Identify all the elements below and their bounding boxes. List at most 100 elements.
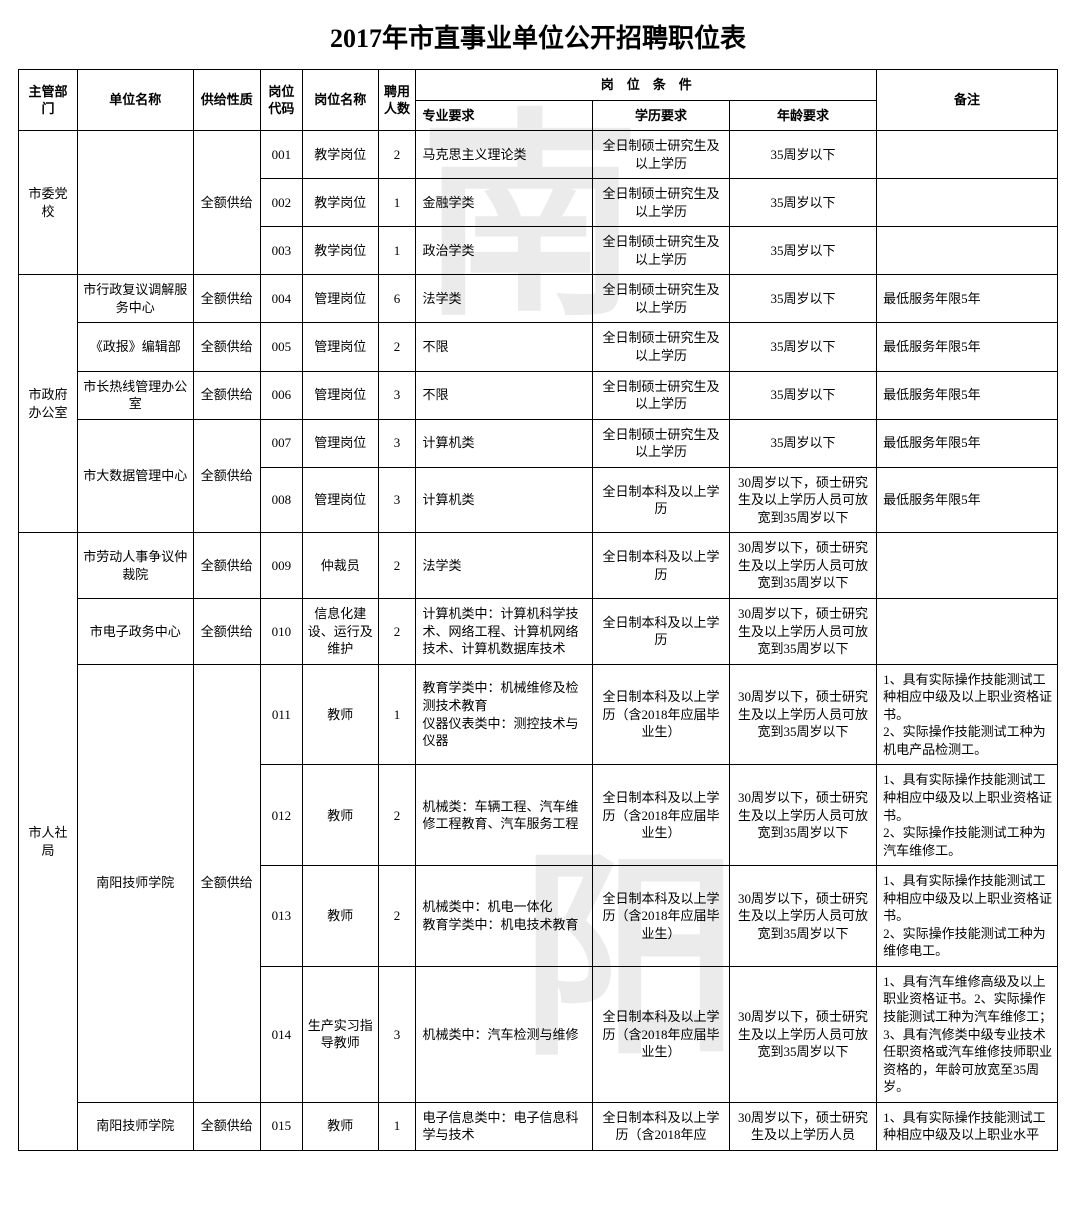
table-cell: 全日制硕士研究生及以上学历	[593, 371, 730, 419]
table-cell: 30周岁以下，硕士研究生及以上学历人员可放宽到35周岁以下	[729, 966, 876, 1102]
table-cell: 市大数据管理中心	[77, 419, 193, 533]
table-row: 《政报》编辑部全额供给005管理岗位2不限全日制硕士研究生及以上学历35周岁以下…	[19, 323, 1058, 371]
table-row: 市电子政务中心全额供给010信息化建设、运行及维护2计算机类中：计算机科学技术、…	[19, 599, 1058, 665]
header-count: 聘用人数	[378, 70, 416, 131]
table-cell: 35周岁以下	[729, 227, 876, 275]
table-cell	[877, 227, 1058, 275]
table-cell: 006	[260, 371, 302, 419]
table-cell: 全日制本科及以上学历	[593, 467, 730, 533]
table-row: 南阳技师学院全额供给011教师1教育学类中：机械维修及检测技术教育 仪器仪表类中…	[19, 664, 1058, 765]
table-cell: 市电子政务中心	[77, 599, 193, 665]
table-cell: 电子信息类中：电子信息科学与技术	[416, 1102, 593, 1150]
table-cell: 仲裁员	[302, 533, 378, 599]
table-cell: 2	[378, 533, 416, 599]
table-cell: 6	[378, 275, 416, 323]
header-supply: 供给性质	[193, 70, 260, 131]
table-cell: 全额供给	[193, 599, 260, 665]
table-cell: 全日制本科及以上学历	[593, 599, 730, 665]
table-cell: 全日制硕士研究生及以上学历	[593, 275, 730, 323]
table-cell: 法学类	[416, 533, 593, 599]
table-cell: 004	[260, 275, 302, 323]
table-cell: 3	[378, 467, 416, 533]
table-cell: 市委党校	[19, 131, 78, 275]
table-cell: 1、具有汽车维修高级及以上职业资格证书。2、实际操作技能测试工种为汽车维修工；3…	[877, 966, 1058, 1102]
table-cell: 30周岁以下，硕士研究生及以上学历人员可放宽到35周岁以下	[729, 467, 876, 533]
table-cell: 30周岁以下，硕士研究生及以上学历人员可放宽到35周岁以下	[729, 765, 876, 866]
header-remark: 备注	[877, 70, 1058, 131]
table-row: 市政府办公室市行政复议调解服务中心全额供给004管理岗位6法学类全日制硕士研究生…	[19, 275, 1058, 323]
table-cell: 3	[378, 966, 416, 1102]
table-cell: 2	[378, 323, 416, 371]
table-cell: 《政报》编辑部	[77, 323, 193, 371]
table-cell: 全日制硕士研究生及以上学历	[593, 131, 730, 179]
table-cell: 2	[378, 866, 416, 967]
table-cell	[877, 131, 1058, 179]
table-row: 市大数据管理中心全额供给007管理岗位3计算机类全日制硕士研究生及以上学历35周…	[19, 419, 1058, 467]
table-cell: 全日制本科及以上学历（含2018年应届毕业生）	[593, 866, 730, 967]
table-cell: 管理岗位	[302, 275, 378, 323]
table-cell: 教师	[302, 765, 378, 866]
table-cell: 002	[260, 179, 302, 227]
table-cell: 全日制硕士研究生及以上学历	[593, 227, 730, 275]
table-cell: 市政府办公室	[19, 275, 78, 533]
table-cell: 南阳技师学院	[77, 1102, 193, 1150]
table-cell: 1	[378, 227, 416, 275]
table-cell: 30周岁以下，硕士研究生及以上学历人员可放宽到35周岁以下	[729, 599, 876, 665]
recruitment-table: 主管部门 单位名称 供给性质 岗位代码 岗位名称 聘用人数 岗 位 条 件 备注…	[18, 69, 1058, 1151]
table-cell: 最低服务年限5年	[877, 323, 1058, 371]
table-cell: 30周岁以下，硕士研究生及以上学历人员可放宽到35周岁以下	[729, 664, 876, 765]
table-cell: 全额供给	[193, 533, 260, 599]
table-cell: 005	[260, 323, 302, 371]
table-row: 市人社局市劳动人事争议仲裁院全额供给009仲裁员2法学类全日制本科及以上学历30…	[19, 533, 1058, 599]
table-cell: 2	[378, 131, 416, 179]
table-cell: 政治学类	[416, 227, 593, 275]
page-title: 2017年市直事业单位公开招聘职位表	[0, 0, 1076, 69]
table-cell: 马克思主义理论类	[416, 131, 593, 179]
table-cell: 教学岗位	[302, 227, 378, 275]
table-cell: 最低服务年限5年	[877, 275, 1058, 323]
header-major: 专业要求	[416, 100, 593, 131]
table-cell: 全日制本科及以上学历（含2018年应届毕业生）	[593, 765, 730, 866]
table-cell: 008	[260, 467, 302, 533]
header-conditions: 岗 位 条 件	[416, 70, 877, 101]
table-cell: 015	[260, 1102, 302, 1150]
table-cell: 不限	[416, 371, 593, 419]
table-cell: 35周岁以下	[729, 371, 876, 419]
table-cell: 管理岗位	[302, 371, 378, 419]
table-cell: 3	[378, 419, 416, 467]
table-cell: 010	[260, 599, 302, 665]
header-age: 年龄要求	[729, 100, 876, 131]
table-cell: 不限	[416, 323, 593, 371]
table-cell: 全日制本科及以上学历（含2018年应	[593, 1102, 730, 1150]
table-row: 市长热线管理办公室全额供给006管理岗位3不限全日制硕士研究生及以上学历35周岁…	[19, 371, 1058, 419]
table-cell: 2	[378, 599, 416, 665]
table-cell: 市行政复议调解服务中心	[77, 275, 193, 323]
table-cell: 014	[260, 966, 302, 1102]
table-cell: 市长热线管理办公室	[77, 371, 193, 419]
table-cell: 007	[260, 419, 302, 467]
table-cell: 教学岗位	[302, 179, 378, 227]
table-cell: 全日制本科及以上学历（含2018年应届毕业生）	[593, 664, 730, 765]
table-cell: 全额供给	[193, 371, 260, 419]
table-cell: 全日制本科及以上学历（含2018年应届毕业生）	[593, 966, 730, 1102]
table-cell: 3	[378, 371, 416, 419]
table-cell	[877, 179, 1058, 227]
table-cell: 全额供给	[193, 275, 260, 323]
table-cell: 013	[260, 866, 302, 967]
table-cell: 全额供给	[193, 1102, 260, 1150]
table-cell: 管理岗位	[302, 323, 378, 371]
table-cell: 30周岁以下，硕士研究生及以上学历人员可放宽到35周岁以下	[729, 533, 876, 599]
table-cell: 011	[260, 664, 302, 765]
table-cell	[877, 533, 1058, 599]
table-cell: 35周岁以下	[729, 419, 876, 467]
table-cell: 机械类中：汽车检测与维修	[416, 966, 593, 1102]
table-cell: 012	[260, 765, 302, 866]
header-education: 学历要求	[593, 100, 730, 131]
table-cell: 009	[260, 533, 302, 599]
table-cell: 计算机类	[416, 467, 593, 533]
table-cell: 1	[378, 179, 416, 227]
table-cell: 管理岗位	[302, 419, 378, 467]
table-cell: 教师	[302, 866, 378, 967]
header-position: 岗位名称	[302, 70, 378, 131]
table-cell: 全额供给	[193, 323, 260, 371]
